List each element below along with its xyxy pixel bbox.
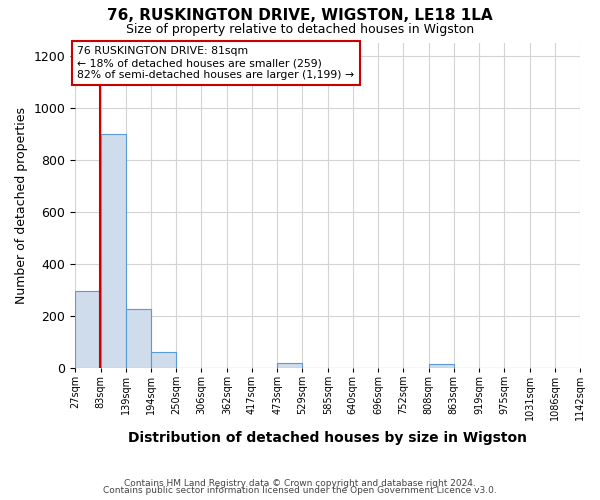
Bar xyxy=(429,364,454,368)
Y-axis label: Number of detached properties: Number of detached properties xyxy=(15,106,28,304)
X-axis label: Distribution of detached houses by size in Wigston: Distribution of detached houses by size … xyxy=(128,431,527,445)
Text: Size of property relative to detached houses in Wigston: Size of property relative to detached ho… xyxy=(126,22,474,36)
Bar xyxy=(75,291,101,368)
Text: Contains public sector information licensed under the Open Government Licence v3: Contains public sector information licen… xyxy=(103,486,497,495)
Bar xyxy=(126,309,151,368)
Text: 76 RUSKINGTON DRIVE: 81sqm
← 18% of detached houses are smaller (259)
82% of sem: 76 RUSKINGTON DRIVE: 81sqm ← 18% of deta… xyxy=(77,46,355,80)
Bar xyxy=(277,363,302,368)
Bar xyxy=(151,352,176,368)
Bar xyxy=(101,134,126,368)
Text: 76, RUSKINGTON DRIVE, WIGSTON, LE18 1LA: 76, RUSKINGTON DRIVE, WIGSTON, LE18 1LA xyxy=(107,8,493,22)
Text: Contains HM Land Registry data © Crown copyright and database right 2024.: Contains HM Land Registry data © Crown c… xyxy=(124,478,476,488)
